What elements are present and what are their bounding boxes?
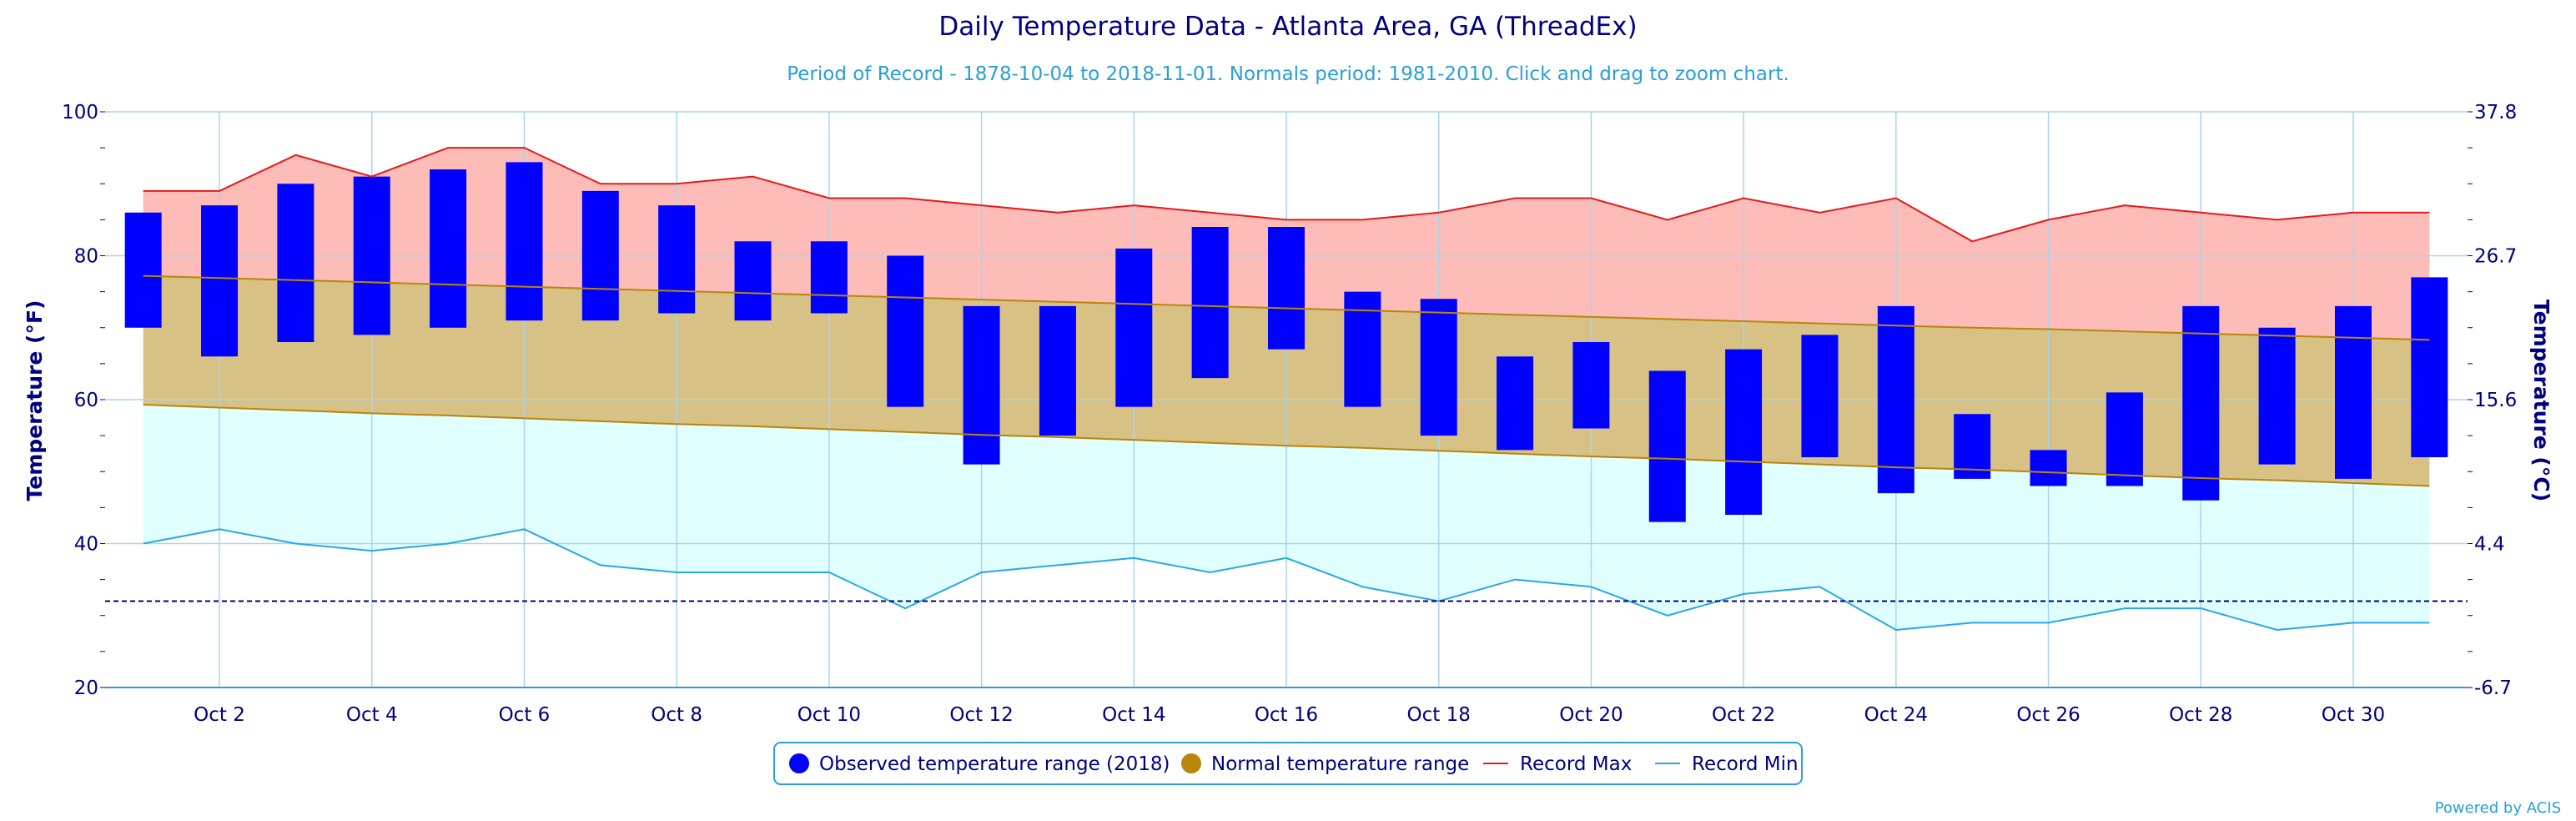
- observed-bar: [2182, 305, 2220, 501]
- observed-bar: [1420, 299, 1457, 436]
- axes: 20 -6.7 40 4.4 60 15.6 80 26.7 100 37.8 Oct 2 Oct 4…: [62, 102, 2517, 726]
- x-tick-label: Oct 16: [1255, 704, 1318, 726]
- y-tick-label-left: 60: [74, 390, 98, 411]
- observed-bar: [2030, 450, 2067, 486]
- observed-bar: [506, 162, 543, 321]
- record-max-line: [143, 147, 2430, 243]
- observed-bar: [353, 176, 390, 335]
- observed-bar: [124, 212, 162, 328]
- observed-bar: [1954, 414, 1991, 479]
- x-tick-label: Oct 4: [346, 704, 398, 726]
- record-lines: [105, 147, 2468, 632]
- record-min-line: [143, 528, 2430, 632]
- y-tick-label-right: 15.6: [2474, 390, 2517, 411]
- legend[interactable]: Observed temperature range (2018) Normal…: [773, 742, 1803, 785]
- y-axis-title-left: Temperature (°F): [23, 300, 47, 501]
- x-tick-label: Oct 2: [194, 704, 245, 726]
- observed-bar: [2411, 277, 2448, 457]
- y-tick-label-left: 40: [74, 534, 98, 556]
- observed-bar: [2334, 305, 2372, 479]
- observed-bar: [1877, 305, 1914, 494]
- observed-bar: [1344, 291, 1381, 407]
- observed-bar: [1115, 248, 1153, 407]
- observed-bar: [277, 184, 314, 342]
- observed-bar: [1801, 335, 1839, 457]
- legend-record-min-label: Record Min: [1692, 753, 1799, 775]
- observed-bar: [201, 205, 239, 357]
- x-tick-label: Oct 14: [1102, 704, 1165, 726]
- x-tick-label: Oct 30: [2322, 704, 2385, 726]
- legend-observed-label: Observed temperature range (2018): [819, 753, 1170, 775]
- observed-bar: [887, 255, 924, 407]
- legend-normal-marker: [1181, 753, 1201, 773]
- y-tick-label-left: 100: [62, 102, 98, 123]
- x-tick-label: Oct 12: [949, 704, 1013, 726]
- observed-bar: [963, 305, 1000, 465]
- y-tick-label-right: -6.7: [2474, 677, 2512, 699]
- x-tick-label: Oct 24: [1864, 704, 1928, 726]
- legend-observed-marker: [789, 753, 809, 773]
- legend-normal-label: Normal temperature range: [1211, 753, 1469, 775]
- observed-bar: [810, 241, 848, 314]
- observed-bar: [1191, 227, 1229, 379]
- observed-bar: [2106, 392, 2143, 486]
- y-tick-label-left: 20: [74, 677, 98, 699]
- observed-bar: [734, 241, 772, 321]
- legend-box: [773, 742, 1803, 785]
- observed-bar: [1725, 349, 1763, 515]
- y-tick-label-right: 4.4: [2474, 534, 2505, 556]
- observed-bar: [1039, 305, 1076, 436]
- chart-title: Daily Temperature Data - Atlanta Area, G…: [938, 12, 1637, 42]
- observed-bar: [1268, 227, 1305, 350]
- observed-bar: [1497, 356, 1534, 451]
- legend-item-observed[interactable]: Observed temperature range (2018): [789, 753, 1170, 775]
- credit-link[interactable]: Powered by ACIS: [2435, 799, 2561, 817]
- x-tick-label: Oct 8: [651, 704, 702, 726]
- normal-low-line: [143, 404, 2430, 487]
- observed-bar: [1572, 342, 1610, 429]
- x-tick-label: Oct 6: [499, 704, 551, 726]
- x-tick-label: Oct 20: [1559, 704, 1623, 726]
- x-tick-label: Oct 10: [797, 704, 861, 726]
- chart-subtitle: Period of Record - 1878-10-04 to 2018-11…: [787, 63, 1789, 85]
- observed-bar: [1648, 370, 1686, 522]
- observed-bar: [581, 190, 619, 321]
- legend-item-normal[interactable]: Normal temperature range: [1181, 753, 1469, 775]
- legend-item-record-max[interactable]: Record Max: [1483, 753, 1632, 775]
- x-tick-label: Oct 22: [1712, 704, 1775, 726]
- y-axis-title-right: Temperature (°C): [2529, 300, 2553, 501]
- x-tick-label: Oct 18: [1407, 704, 1471, 726]
- y-tick-label-right: 26.7: [2474, 246, 2517, 268]
- legend-item-record-min[interactable]: Record Min: [1655, 753, 1799, 775]
- observed-bar: [430, 169, 467, 328]
- y-tick-label-right: 37.8: [2474, 102, 2517, 123]
- legend-record-max-label: Record Max: [1520, 753, 1632, 775]
- observed-bar: [2258, 327, 2296, 465]
- x-tick-label: Oct 28: [2169, 704, 2232, 726]
- observed-bar: [658, 205, 696, 314]
- normal-high-line: [143, 275, 2430, 341]
- observed-bars: [124, 162, 2448, 522]
- y-tick-label-left: 80: [74, 246, 98, 268]
- x-tick-label: Oct 26: [2016, 704, 2080, 726]
